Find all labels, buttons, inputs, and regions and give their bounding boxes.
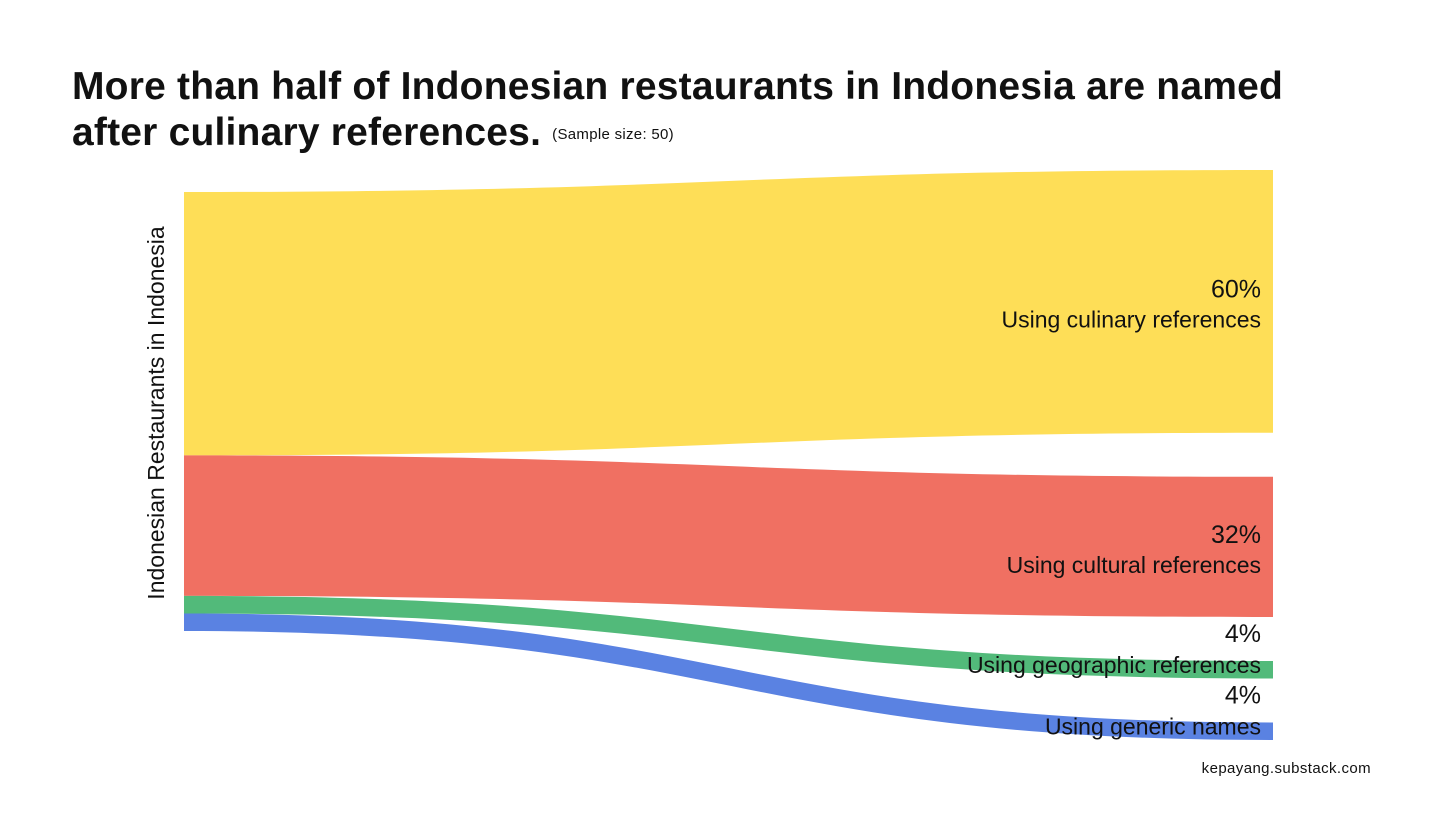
flow-category-label: Using cultural references (1007, 552, 1261, 578)
flow-percent-label: 60% (1211, 275, 1261, 303)
flow-band-2 (184, 455, 1273, 617)
flow-category-label: Using culinary references (1001, 306, 1261, 332)
flow-percent-label: 4% (1225, 681, 1261, 709)
flow-band-1 (184, 170, 1273, 456)
flow-group (184, 170, 1273, 740)
flow-band-4 (184, 613, 1273, 740)
flow-category-label: Using geographic references (967, 652, 1261, 678)
flow-band-3 (184, 595, 1273, 679)
chart-title-text: More than half of Indonesian restaurants… (72, 65, 1283, 154)
chart-subtitle: (Sample size: 50) (552, 126, 674, 143)
source-credit: kepayang.substack.com (1201, 760, 1371, 777)
flow-percent-label: 4% (1225, 620, 1261, 648)
flow-percent-label: 32% (1211, 521, 1261, 549)
source-node-label: Indonesian Restaurants in Indonesia (143, 226, 169, 600)
flow-label-group: 60% Using culinary references 32% Using cul… (967, 275, 1261, 739)
chart-title: More than half of Indonesian restaurants… (72, 64, 1372, 158)
flow-category-label: Using generic names (1045, 713, 1261, 739)
